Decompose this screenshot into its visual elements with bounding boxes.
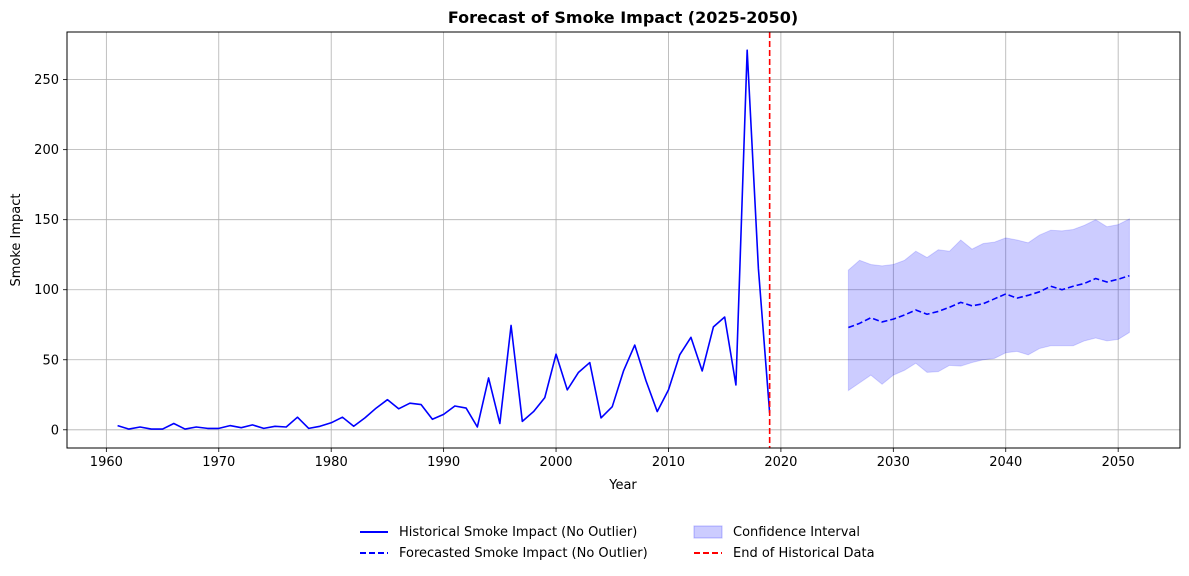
x-tick-label: 1980: [315, 455, 348, 470]
x-tick-label: 2050: [1102, 455, 1135, 470]
y-axis: 0 50 100 150 200 250: [34, 73, 67, 438]
series-layer: [117, 49, 1130, 430]
legend-label-confidence: Confidence Interval: [733, 524, 861, 540]
y-tick-label: 100: [34, 283, 59, 298]
x-tick-label: 1970: [202, 455, 235, 470]
confidence-interval-band: [847, 218, 1130, 392]
legend-item-historical: Historical Smoke Impact (No Outlier): [358, 522, 637, 542]
x-tick-label: 2010: [652, 455, 685, 470]
y-tick-label: 200: [34, 143, 59, 158]
legend-label-forecast: Forecasted Smoke Impact (No Outlier): [399, 545, 648, 561]
y-tick-label: 50: [42, 353, 59, 368]
x-axis-label: Year: [608, 478, 637, 493]
x-tick-label: 1960: [90, 455, 123, 470]
legend: Historical Smoke Impact (No Outlier) For…: [358, 520, 958, 566]
legend-label-end-historical: End of Historical Data: [733, 545, 875, 561]
y-axis-label: Smoke Impact: [9, 193, 24, 286]
y-tick-label: 250: [34, 73, 59, 88]
x-tick-label: 2020: [764, 455, 797, 470]
plot-frame: [66, 31, 1181, 449]
x-tick-label: 2000: [539, 455, 572, 470]
x-axis: 1960 1970 1980 1990 2000 2010 2020 2030 2040 2050: [90, 448, 1135, 470]
legend-line-solid-icon: [360, 531, 388, 533]
grid: [67, 32, 1180, 448]
legend-band-swatch-icon: [693, 525, 723, 539]
legend-item-forecast: Forecasted Smoke Impact (No Outlier): [358, 543, 648, 563]
legend-label-historical: Historical Smoke Impact (No Outlier): [399, 524, 638, 540]
chart-title: Forecast of Smoke Impact (2025-2050): [448, 8, 798, 27]
confidence-band-layer: [847, 218, 1130, 392]
x-tick-label: 1990: [427, 455, 460, 470]
historical-series-line: [117, 49, 771, 430]
y-tick-label: 0: [51, 423, 59, 438]
legend-item-end-historical: End of Historical Data: [692, 543, 875, 563]
legend-vline-dashed-icon: [694, 552, 722, 554]
legend-line-dashed-icon: [360, 552, 388, 554]
x-tick-label: 2040: [989, 455, 1022, 470]
x-tick-label: 2030: [877, 455, 910, 470]
y-tick-label: 150: [34, 213, 59, 228]
legend-item-confidence: Confidence Interval: [692, 522, 860, 542]
forecast-series-line: [848, 274, 1130, 329]
